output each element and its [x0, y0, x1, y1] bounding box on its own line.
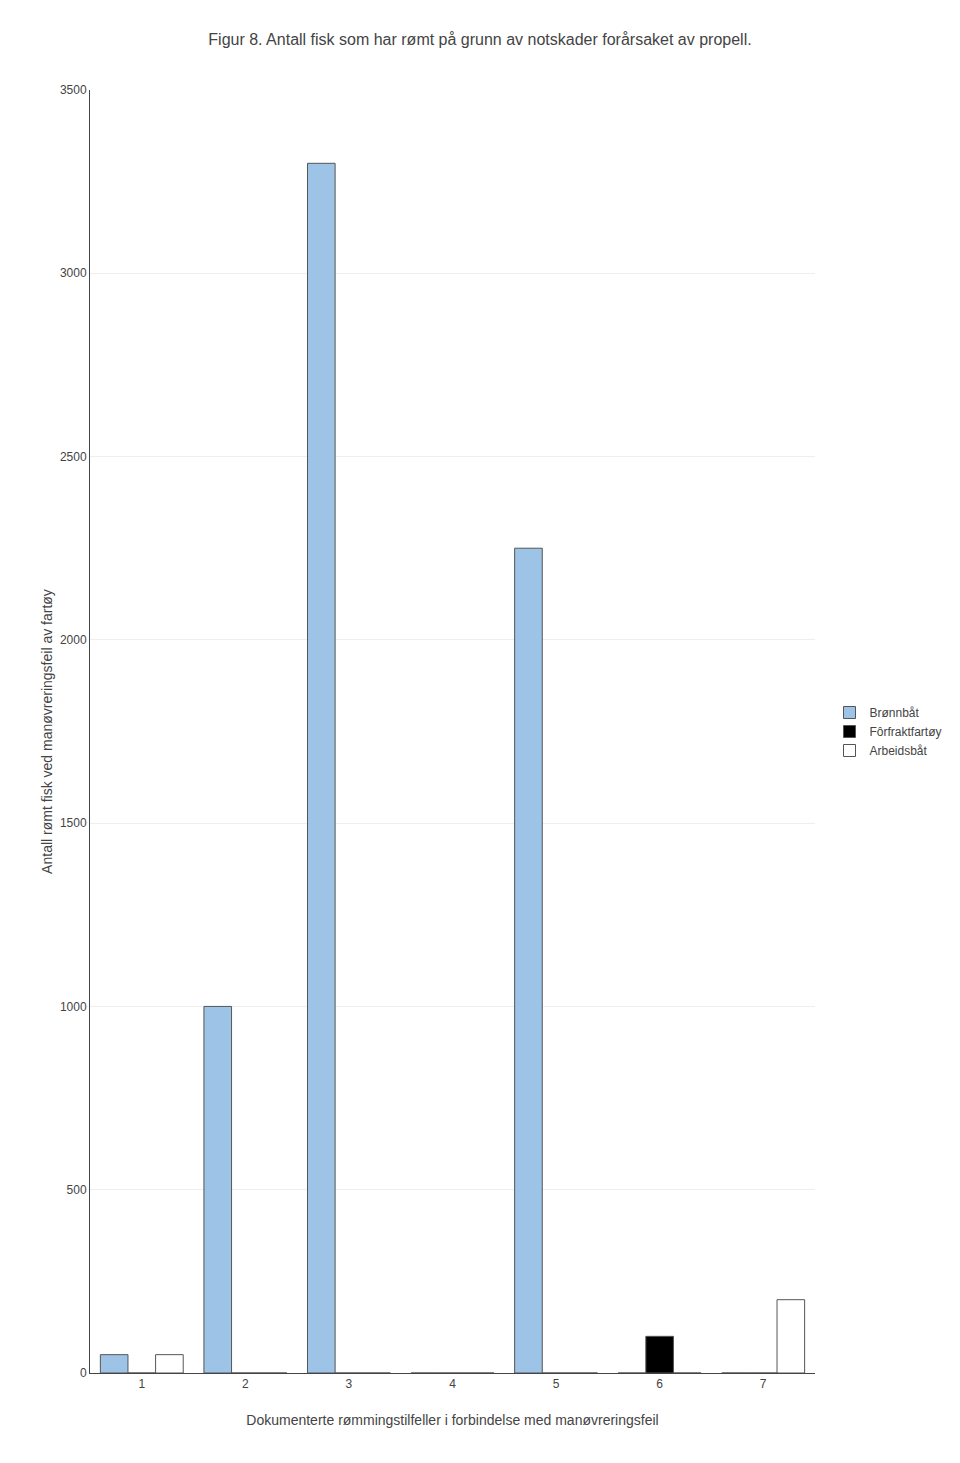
svg-text:1: 1 — [138, 1377, 145, 1391]
svg-text:Brønnbåt: Brønnbåt — [870, 706, 920, 720]
svg-text:Antall rømt fisk ved manøvreri: Antall rømt fisk ved manøvreringsfeil av… — [39, 589, 55, 874]
svg-text:2: 2 — [242, 1377, 249, 1391]
svg-text:2000: 2000 — [60, 633, 87, 647]
svg-text:0: 0 — [80, 1366, 87, 1380]
svg-text:4: 4 — [449, 1377, 456, 1391]
svg-text:3: 3 — [346, 1377, 353, 1391]
svg-text:6: 6 — [656, 1377, 663, 1391]
svg-text:Arbeidsbåt: Arbeidsbåt — [870, 744, 928, 758]
svg-text:3000: 3000 — [60, 266, 87, 280]
svg-text:Fôrfraktfartøy: Fôrfraktfartøy — [870, 725, 942, 739]
svg-text:3500: 3500 — [60, 83, 87, 97]
svg-text:1000: 1000 — [60, 1000, 87, 1014]
svg-text:2500: 2500 — [60, 450, 87, 464]
svg-text:1500: 1500 — [60, 816, 87, 830]
svg-text:7: 7 — [760, 1377, 767, 1391]
svg-text:5: 5 — [553, 1377, 560, 1391]
svg-text:Figur 8. Antall fisk som har r: Figur 8. Antall fisk som har rømt på gru… — [208, 31, 751, 48]
svg-text:500: 500 — [67, 1183, 87, 1197]
svg-text:Dokumenterte rømmingstilfeller: Dokumenterte rømmingstilfeller i forbind… — [246, 1412, 658, 1428]
